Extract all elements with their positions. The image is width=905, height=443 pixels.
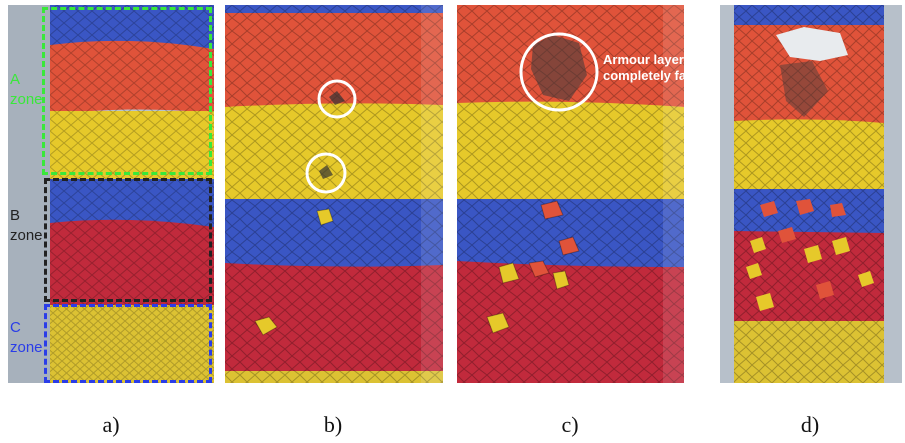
damage-circle-2	[305, 152, 347, 194]
caption-c: c)	[561, 412, 579, 437]
failure-circle	[519, 32, 599, 112]
rock-layers-photo-c	[457, 5, 684, 383]
damage-circle-1	[317, 79, 357, 119]
photo-panel-d	[720, 5, 902, 383]
rock-layers-photo-b	[225, 5, 443, 383]
zone-a-letter: A	[10, 71, 21, 88]
zone-c-label: C zone	[10, 318, 43, 358]
zone-b-label: B zone	[10, 206, 43, 246]
zone-a-box	[42, 7, 212, 175]
zone-c-box	[44, 304, 212, 383]
caption-a: a)	[102, 412, 120, 437]
zone-b-letter: B	[10, 207, 21, 224]
rock-layers-photo-d	[720, 5, 902, 383]
zone-c-word: zone	[10, 339, 43, 356]
zone-b-box	[44, 178, 212, 302]
photo-panel-b	[225, 5, 443, 383]
caption-d: d)	[800, 412, 820, 437]
zone-a-label: A zone	[10, 70, 43, 110]
failure-annotation: Armour layer completely failed	[603, 52, 709, 83]
zone-a-word: zone	[10, 91, 43, 108]
zone-b-word: zone	[10, 227, 43, 244]
zone-c-letter: C	[10, 319, 21, 336]
caption-b: b)	[323, 412, 343, 437]
photo-panel-c	[457, 5, 684, 383]
